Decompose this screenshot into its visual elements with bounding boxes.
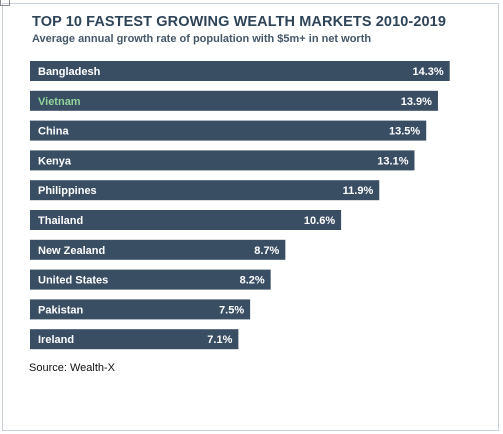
bar-value-united-states: 8.2%: [240, 275, 265, 287]
bar-label-ireland: Ireland: [38, 334, 74, 346]
bar-label-bangladesh: Bangladesh: [38, 66, 101, 78]
bar-label-new-zealand: New Zealand: [38, 245, 105, 257]
bar-bangladesh: [30, 61, 450, 81]
bar-value-philippines: 11.9%: [343, 185, 374, 197]
bar-united-states: [30, 269, 271, 290]
bar-value-pakistan: 7.5%: [219, 304, 244, 316]
bar-label-thailand: Thailand: [38, 215, 83, 227]
bar-vietnam: [30, 90, 438, 111]
bar-row-thailand: Thailand 10.6%: [30, 210, 342, 230]
bar-value-china: 13.5%: [389, 126, 420, 138]
bar-row-new-zealand: New Zealand 8.7%: [30, 239, 286, 260]
bar-label-pakistan: Pakistan: [38, 304, 84, 316]
bar-row-united-states: United States 8.2%: [30, 269, 271, 290]
bar-row-ireland: Ireland 7.1%: [30, 329, 239, 350]
bar-label-vietnam: Vietnam: [38, 96, 81, 108]
bar-row-bangladesh: Bangladesh 14.3%: [30, 61, 450, 81]
bar-value-new-zealand: 8.7%: [254, 245, 279, 257]
bar-label-kenya: Kenya: [38, 155, 72, 167]
bar-kenya: [30, 150, 415, 171]
bar-row-vietnam: Vietnam 13.9%: [30, 90, 438, 111]
bar-thailand: [30, 210, 342, 230]
bar-row-kenya: Kenya 13.1%: [30, 150, 415, 171]
bar-row-pakistan: Pakistan 7.5%: [30, 299, 251, 320]
bar-row-philippines: Philippines 11.9%: [30, 180, 380, 201]
bar-value-thailand: 10.6%: [304, 215, 335, 227]
bar-ireland: [30, 329, 239, 350]
chart-title: TOP 10 FASTEST GROWING WEALTH MARKETS 20…: [32, 14, 447, 30]
window-corner-icon: [0, 0, 10, 6]
bar-label-united-states: United States: [38, 275, 108, 287]
chart-subtitle: Average annual growth rate of population…: [32, 33, 372, 45]
bar-pakistan: [30, 299, 251, 320]
bar-philippines: [30, 180, 380, 201]
bar-new-zealand: [30, 239, 286, 260]
bar-label-china: China: [38, 126, 69, 138]
bar-value-vietnam: 13.9%: [401, 96, 432, 108]
bar-label-philippines: Philippines: [38, 185, 97, 197]
source-note: Source: Wealth-X: [29, 362, 116, 374]
bar-row-china: China 13.5%: [30, 120, 427, 141]
bar-value-kenya: 13.1%: [377, 155, 408, 167]
bar-value-bangladesh: 14.3%: [413, 66, 444, 78]
bar-value-ireland: 7.1%: [207, 334, 232, 346]
bar-china: [30, 120, 427, 141]
chart-frame: [2, 3, 499, 431]
